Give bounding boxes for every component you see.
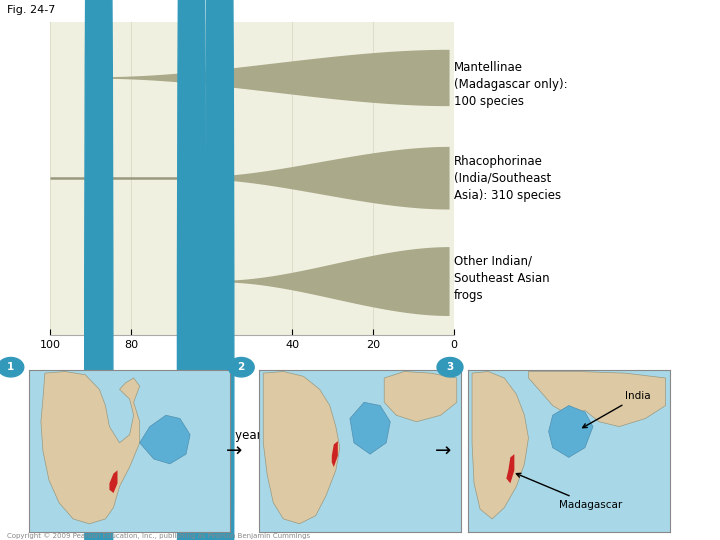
Text: 3: 3 xyxy=(217,383,223,393)
Polygon shape xyxy=(506,454,514,483)
Text: 3: 3 xyxy=(446,362,454,372)
Text: India: India xyxy=(582,391,651,428)
Polygon shape xyxy=(99,50,449,106)
Text: Fig. 24-7: Fig. 24-7 xyxy=(7,5,55,16)
Text: Copyright © 2009 Pearson Education, Inc., publishing as Pearson Benjamin Cumming: Copyright © 2009 Pearson Education, Inc.… xyxy=(7,532,310,539)
Text: 2: 2 xyxy=(238,362,245,372)
Polygon shape xyxy=(528,372,665,427)
Polygon shape xyxy=(140,415,190,464)
Text: Mantellinae
(Madagascar only):
100 species: Mantellinae (Madagascar only): 100 speci… xyxy=(454,60,567,108)
Polygon shape xyxy=(192,147,449,210)
Text: Other Indian/
Southeast Asian
frogs: Other Indian/ Southeast Asian frogs xyxy=(454,255,549,302)
Text: Rhacophorinae
(India/Southeast
Asia): 310 species: Rhacophorinae (India/Southeast Asia): 31… xyxy=(454,154,561,202)
Text: Madagascar: Madagascar xyxy=(516,474,622,510)
Text: 1: 1 xyxy=(7,362,14,372)
Text: 2: 2 xyxy=(188,383,195,393)
Polygon shape xyxy=(384,372,456,422)
Polygon shape xyxy=(549,406,593,457)
Polygon shape xyxy=(220,247,449,316)
Polygon shape xyxy=(264,372,340,524)
Circle shape xyxy=(85,0,113,540)
Polygon shape xyxy=(472,372,528,519)
Polygon shape xyxy=(41,372,140,524)
Text: →: → xyxy=(435,441,451,461)
Text: 1: 1 xyxy=(96,383,102,393)
Text: Millions of years ago (mya): Millions of years ago (mya) xyxy=(172,429,332,442)
Circle shape xyxy=(206,0,234,540)
Polygon shape xyxy=(332,441,338,467)
Text: →: → xyxy=(226,441,242,461)
Polygon shape xyxy=(350,402,390,454)
Polygon shape xyxy=(109,470,117,493)
Circle shape xyxy=(177,0,206,540)
